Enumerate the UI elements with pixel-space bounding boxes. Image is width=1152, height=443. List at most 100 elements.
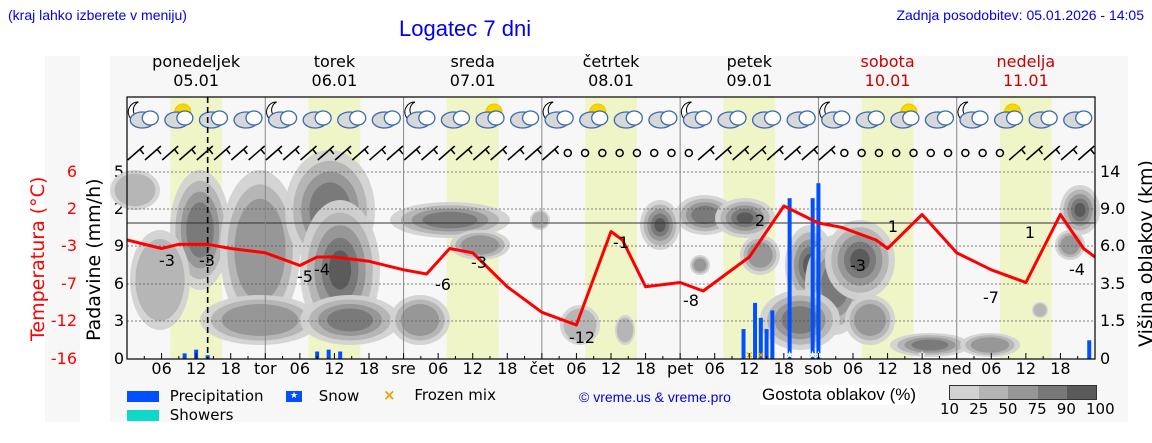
x-tick-label: 12 (186, 359, 206, 378)
density-swatch (1066, 386, 1097, 399)
axis-tick: 2 (113, 199, 124, 218)
temperature-label: -4 (314, 260, 330, 279)
density-tick: 50 (998, 400, 1018, 418)
day-header: sobota 10.01 (818, 52, 958, 90)
x-tick-label: 18 (774, 359, 794, 378)
axis-tick: 1.5 (1100, 311, 1126, 330)
axis-tick: 0 (113, 349, 124, 368)
page-title: Logatec 7 dni (399, 16, 532, 41)
day-date: 07.01 (449, 71, 496, 90)
legend-snow-label: Snow (318, 387, 360, 405)
axis-tick: -16 (50, 349, 77, 368)
temperature-label: -7 (983, 288, 999, 307)
x-tick-label: 12 (877, 359, 897, 378)
day-name: torek (313, 52, 356, 71)
day-header: sreda 07.01 (403, 52, 543, 90)
x-tick-label: 18 (1050, 359, 1070, 378)
density-swatch (979, 386, 1009, 399)
axis-tick: 6.0 (1100, 236, 1126, 255)
day-name: četrtek (582, 52, 640, 71)
cloud-density-title: Gostota oblakov (%) (760, 385, 919, 405)
x-tick-label: 18 (221, 359, 241, 378)
axis-tick: 6 (66, 162, 77, 181)
day-date: 09.01 (726, 71, 773, 90)
temperature-label: -3 (471, 253, 487, 272)
cloud-density-scale (949, 385, 1097, 400)
axis-tick: 6 (113, 274, 124, 293)
axis-tick: 14 (1100, 162, 1121, 181)
precipitation-bar (753, 302, 758, 359)
legend-precipitation: Precipitation (127, 387, 264, 405)
x-tick-label: 18 (912, 359, 932, 378)
svg-text:★: ★ (785, 350, 794, 361)
temperature-label: -3 (850, 256, 866, 275)
x-tick-label: 18 (635, 359, 655, 378)
x-tick-label: čet (529, 359, 554, 378)
temperature-label: -6 (435, 275, 451, 294)
precipitation-bar (816, 183, 821, 359)
legend-frozen-mix-label: Frozen mix (414, 386, 496, 404)
axis-tick: 0 (1100, 349, 1111, 368)
x-tick-label: pet (667, 359, 693, 378)
day-header: petek 09.01 (679, 52, 819, 90)
x-tick-label: 12 (324, 359, 344, 378)
temperature-label: -5 (297, 267, 313, 286)
x-tick-label: 06 (981, 359, 1001, 378)
x-tick-label: 06 (151, 359, 171, 378)
axis-tick: 9.0 (1100, 199, 1126, 218)
legend-showers: Showers (127, 406, 233, 424)
day-name: sreda (450, 52, 495, 71)
temperature-label: -1 (613, 233, 629, 252)
temperature-label: -12 (569, 328, 595, 347)
credit-link[interactable]: © vreme.us & vreme.pro (579, 389, 731, 405)
x-tick-label: 18 (359, 359, 379, 378)
axis-tick: 3 (113, 311, 124, 330)
density-tick: 75 (1027, 400, 1047, 418)
x-tick-label: 18 (497, 359, 517, 378)
axis-tick: -7 (61, 274, 77, 293)
precipitation-bar (326, 349, 331, 359)
precipitation-bar (182, 353, 187, 359)
axis-tick: 5 (113, 162, 124, 181)
density-tick: 10 (940, 400, 960, 418)
x-tick-label: 06 (705, 359, 725, 378)
x-tick-label: 12 (601, 359, 621, 378)
day-date: 08.01 (588, 71, 634, 90)
day-header: četrtek 08.01 (541, 52, 681, 90)
temperature-label: 1 (888, 217, 898, 236)
density-tick: 90 (1056, 400, 1076, 418)
day-date: 06.01 (311, 71, 358, 90)
legend-frozen-mix: × Frozen mix (383, 386, 496, 404)
x-tick-label: 12 (1016, 359, 1036, 378)
x-tick-label: 06 (566, 359, 586, 378)
day-name: petek (726, 52, 772, 71)
precipitation-bar (315, 351, 320, 359)
axis-tick: 2 (66, 199, 77, 218)
day-name: sobota (860, 52, 915, 71)
precipitation-bar (741, 329, 746, 359)
day-header: nedelja 11.01 (956, 52, 1096, 90)
precipitation-bar (810, 198, 815, 359)
precipitation-bar (1087, 340, 1092, 359)
temperature-label: -4 (1069, 260, 1085, 279)
temperature-line (126, 204, 1096, 327)
temperature-axis-panel (45, 56, 80, 422)
legend-showers-label: Showers (169, 406, 234, 424)
x-tick-label: ned (942, 359, 972, 378)
density-swatch (1008, 386, 1038, 399)
density-swatch (1037, 386, 1067, 399)
axis-tick: -12 (50, 311, 77, 330)
temperature-label: -8 (683, 291, 699, 310)
axis-tick: -3 (61, 236, 77, 255)
precipitation-bar (758, 317, 763, 359)
density-tick: 25 (969, 400, 989, 418)
precipitation-bar (770, 310, 775, 359)
axis-tick: 3.5 (1100, 274, 1126, 293)
region-menu-hint[interactable]: (kraj lahko izberete v meniju) (8, 7, 187, 23)
density-tick: 100 (1086, 400, 1115, 418)
legend-snow: ★ Snow (286, 387, 359, 405)
svg-text:★: ★ (808, 350, 817, 361)
x-tick-label: tor (254, 359, 277, 378)
svg-text:×: × (757, 350, 765, 361)
precipitation-bar (764, 329, 769, 359)
